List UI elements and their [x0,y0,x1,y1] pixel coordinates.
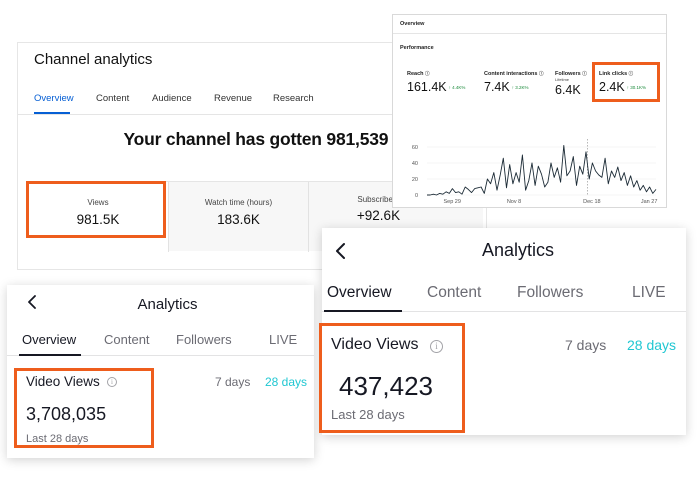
y-tick-label: 60 [412,145,418,151]
subscribers-label: Subscribers [357,195,400,204]
y-tick-label: 40 [412,161,418,167]
tab-overview[interactable]: Overview [22,332,77,347]
tab-bar: Overview Content Followers LIVE [7,332,314,356]
tab-audience[interactable]: Audience [152,93,192,104]
info-icon[interactable]: ⓘ [425,71,430,76]
watch-time-label: Watch time (hours) [204,198,273,207]
x-tick-label: Nov 8 [507,199,521,205]
info-icon[interactable]: i [430,340,443,353]
content-interactions-delta: ↑ 3.2K% [511,85,529,90]
back-arrow-icon[interactable] [334,242,347,260]
period-caption: Last 28 days [26,433,89,445]
content-interactions-label: Content interactions [484,71,538,77]
subscribers-value: +92.6K [356,208,401,223]
reach-metric[interactable]: Reach ⓘ 161.4K ↑ 4.4K% [407,71,465,94]
y-tick-label: 0 [415,193,418,199]
tab-content[interactable]: Content [104,332,150,347]
tab-followers[interactable]: Followers [176,332,232,347]
subscribers-card[interactable]: Subscribers +92.6K [308,182,448,252]
info-icon[interactable]: ⓘ [628,71,634,76]
reach-value: 161.4K [407,80,447,94]
info-icon[interactable]: ⓘ [539,71,544,76]
tab-bar: Overview Content Followers LIVE [322,284,686,312]
channel-headline: Your channel has gotten 981,539 v [123,129,403,149]
reach-line-chart: 60 40 20 0 Sep 29 Nov 8 Dec 18 Jan 27 [412,139,658,205]
back-arrow-icon[interactable] [27,295,37,309]
tab-revenue[interactable]: Revenue [214,93,253,104]
x-tick-label: Jan 27 [641,199,658,205]
period-28-days[interactable]: 28 days [627,337,677,353]
content-interactions-metric[interactable]: Content interactions ⓘ 7.4K ↑ 3.2K% [484,71,544,94]
reach-delta: ↑ 4.4K% [448,85,466,90]
page-title: Channel analytics [34,51,153,68]
watch-time-value: 183.6K [217,212,260,227]
tab-followers[interactable]: Followers [517,284,584,301]
video-views-heading: Video Views [26,374,100,389]
info-icon[interactable]: i [107,377,117,387]
meta-insights-panel: Overview Performance Reach ⓘ 161.4K ↑ 4.4… [392,14,667,208]
tab-overview[interactable]: Overview [327,284,392,301]
x-tick-label: Sep 29 [443,199,460,205]
views-value: 981.5K [76,212,120,227]
page-title: Analytics [481,240,555,260]
tab-live[interactable]: LIVE [632,284,666,301]
tab-content[interactable]: Content [96,93,130,104]
link-clicks-value: 2.4K [599,80,625,94]
followers-label: Followers [555,71,581,77]
page-title: Analytics [137,296,198,313]
divider [393,33,666,34]
tab-overview[interactable]: Overview [34,93,74,104]
views-card[interactable]: Views 981.5K [28,182,168,252]
tiktok-analytics-panel-large: Analytics Overview Content Followers LIV… [322,228,686,435]
y-tick-label: 20 [412,177,418,183]
followers-value: 6.4K [555,83,581,97]
reach-series-line [427,144,657,196]
video-views-heading: Video Views [331,336,419,353]
tab-content[interactable]: Content [427,284,482,301]
content-interactions-value: 7.4K [484,80,510,94]
views-label: Views [87,198,109,207]
followers-sublabel: Lifetime [555,77,570,82]
x-tick-label: Dec 18 [583,199,600,205]
period-28-days[interactable]: 28 days [265,375,308,389]
tab-research[interactable]: Research [273,93,314,104]
video-views-value: 3,708,035 [26,404,107,424]
video-views-value: 437,423 [339,371,433,401]
link-clicks-metric[interactable]: Link clicks ⓘ 2.4K ↑ 30.1K% [599,71,646,94]
tab-bar: Overview Content Audience Revenue Resear… [18,93,486,115]
info-icon[interactable]: ⓘ [582,71,587,76]
tiktok-analytics-panel-small: Analytics Overview Content Followers LIV… [7,285,314,458]
performance-heading: Performance [400,45,434,51]
active-tab-indicator [324,310,402,312]
followers-metric[interactable]: Followers ⓘ Lifetime 6.4K [555,71,587,97]
period-7-days[interactable]: 7 days [215,375,251,389]
period-caption: Last 28 days [331,407,405,422]
reach-label: Reach [407,71,424,77]
tab-live[interactable]: LIVE [269,332,298,347]
active-tab-indicator [19,354,81,356]
overview-heading: Overview [400,21,425,27]
watch-time-card[interactable]: Watch time (hours) 183.6K [168,182,308,252]
period-7-days[interactable]: 7 days [565,337,607,353]
link-clicks-delta: ↑ 30.1K% [626,85,646,90]
active-tab-indicator [34,112,70,114]
link-clicks-label: Link clicks [599,71,628,77]
